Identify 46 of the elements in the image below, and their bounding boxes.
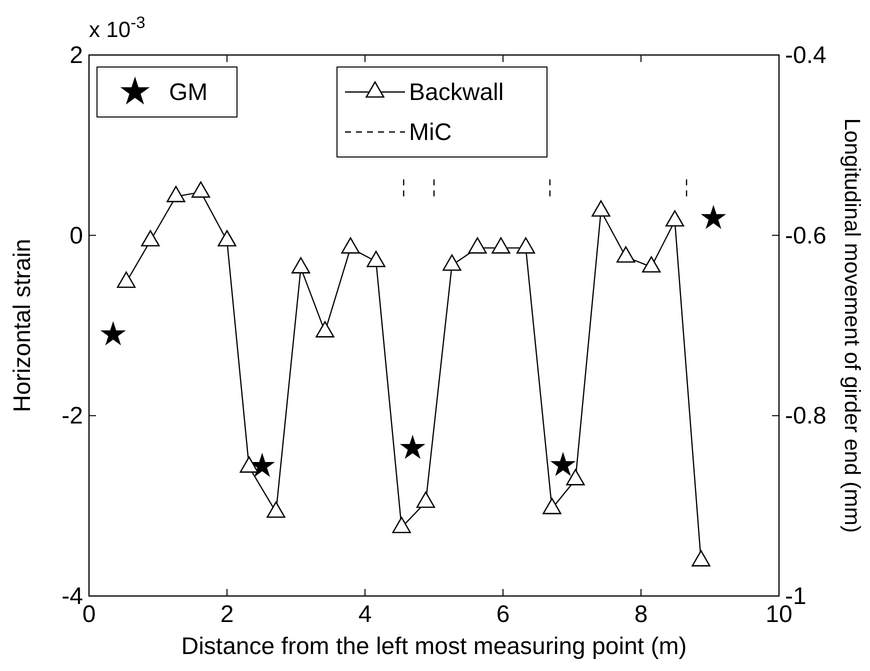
y-tick-label: 2 [70,42,83,69]
x-tick-label: 4 [358,601,372,628]
point [442,254,462,271]
point [141,230,160,246]
y-axis-title: Horizontal strain [9,238,36,412]
point [292,257,310,274]
point [416,492,436,508]
point [550,452,576,476]
point [100,321,126,346]
point [468,237,487,254]
x-tick-label: 2 [220,601,234,628]
point [400,434,426,459]
legend-label: MiC [409,119,452,146]
point [566,469,585,486]
point [266,501,286,518]
point [700,204,726,229]
x-tick-label: 6 [496,601,510,628]
point [592,200,610,217]
point [240,456,258,473]
y-tick-label: -2 [62,402,83,430]
point [665,210,684,227]
y2-tick-label: -0.4 [785,42,826,69]
y-tick-label: 0 [70,222,83,250]
y2-tick-label: -0.8 [785,402,826,430]
point [116,272,136,288]
point [341,237,360,254]
point [218,230,236,246]
point [316,321,334,338]
legend-label: Backwall [409,79,504,106]
point [191,181,210,198]
point [492,237,510,254]
point [366,250,386,268]
point [692,550,710,566]
point [516,237,536,254]
legend-label: GM [169,79,208,106]
point [392,516,411,534]
y2-axis-title: Longitudinal movement of girder end (mm) [840,118,865,533]
y2-tick-label: -0.6 [785,222,826,250]
text: x 10$^{-3}$ [89,14,146,42]
point [542,498,562,514]
y-tick-label: -4 [62,583,83,610]
x-axis-title: Distance from the left most measuring point (m) [181,633,687,660]
x-tick-label: 8 [634,601,648,628]
point [642,256,661,273]
point [166,186,186,202]
point [616,246,636,263]
